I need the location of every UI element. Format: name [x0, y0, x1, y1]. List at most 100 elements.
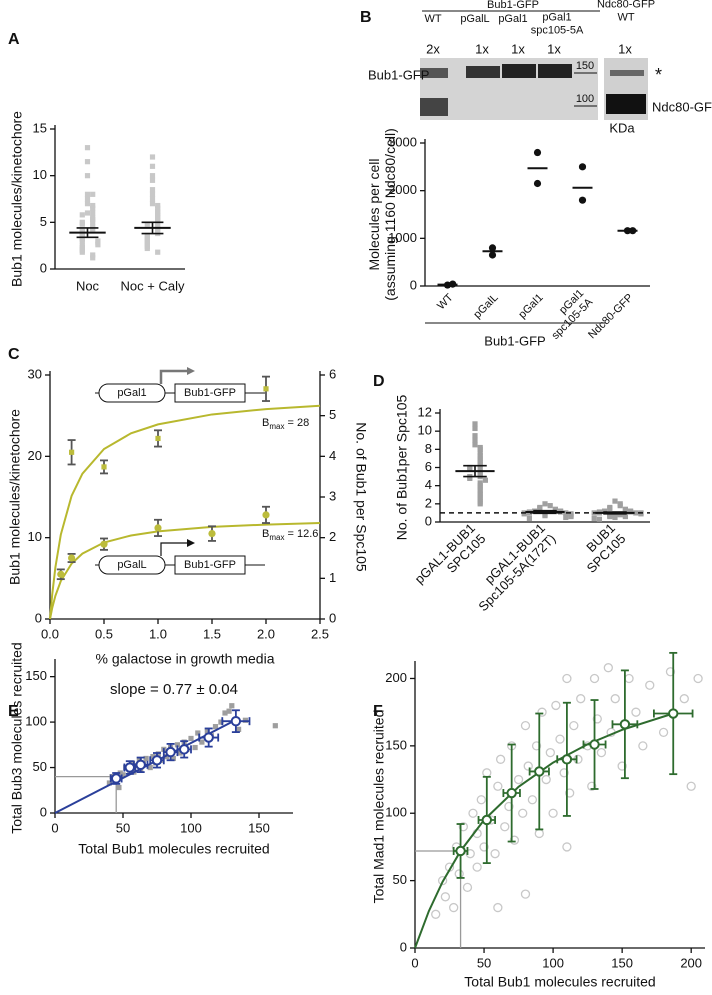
- point: [477, 484, 483, 491]
- point: [465, 849, 475, 859]
- point: [84, 173, 91, 179]
- point: [607, 513, 613, 520]
- point: [437, 875, 448, 886]
- point: [149, 154, 156, 160]
- point: [155, 751, 161, 757]
- point: [523, 761, 533, 771]
- y2-tick-label: 2: [329, 529, 336, 544]
- point: [477, 496, 483, 502]
- point: [472, 421, 478, 427]
- point: [520, 889, 531, 899]
- y-tick-label: 3000: [388, 134, 417, 149]
- y-tick-label: 50: [33, 759, 47, 774]
- point: [477, 462, 483, 468]
- point: [481, 814, 493, 826]
- y-tick-label: 0: [410, 277, 417, 292]
- promoter-box: [98, 555, 166, 575]
- point: [68, 554, 76, 562]
- point: [603, 663, 613, 673]
- annotation-rest: = 28: [284, 417, 309, 429]
- y-tick-label: 15: [33, 120, 47, 135]
- point: [587, 781, 597, 791]
- point: [69, 449, 75, 455]
- point: [542, 513, 548, 519]
- text-line: WT: [617, 11, 634, 23]
- promoter-label: pGalL: [117, 559, 146, 571]
- point: [617, 503, 623, 509]
- point: [155, 215, 161, 221]
- point: [563, 510, 569, 516]
- annotation-sub: max: [269, 533, 284, 542]
- gene-label: Bub1-GFP: [184, 387, 236, 399]
- point: [490, 849, 500, 859]
- point: [149, 201, 156, 207]
- point: [458, 822, 468, 832]
- x-tick-label: 150: [611, 955, 633, 970]
- panel-label: C: [8, 346, 20, 363]
- x-tick-label: pGalL: [471, 292, 500, 321]
- x-tick-label: 150: [248, 820, 270, 835]
- y-tick-label: 100: [385, 805, 407, 820]
- point: [84, 196, 91, 202]
- point: [520, 720, 531, 731]
- point: [84, 159, 91, 165]
- point: [177, 750, 183, 756]
- point: [504, 801, 514, 812]
- text-line: pGal1: [542, 12, 571, 24]
- point: [545, 747, 555, 758]
- point: [155, 202, 161, 209]
- point: [95, 242, 101, 248]
- y-tick-label: 1000: [388, 230, 417, 245]
- point: [578, 163, 587, 171]
- point: [230, 715, 242, 727]
- x-tick-label: Noc + Caly: [121, 278, 185, 293]
- point: [192, 744, 198, 751]
- promoter-arrow: [160, 542, 187, 556]
- annotation: slope = 0.77 ± 0.04: [110, 681, 238, 698]
- point: [149, 177, 156, 183]
- point: [679, 694, 689, 704]
- point: [534, 828, 544, 839]
- y-tick-label: 10: [418, 423, 432, 438]
- y-axis-label: Molecules per cell(assuming 1160 Ndc80/c…: [366, 128, 398, 301]
- point: [589, 673, 600, 684]
- point: [467, 466, 473, 472]
- blot-band: [502, 64, 536, 78]
- y-tick-label: 30: [28, 366, 42, 381]
- y-tick-label: 4: [425, 477, 432, 492]
- point: [477, 457, 483, 463]
- point: [488, 251, 497, 259]
- point: [204, 728, 210, 734]
- y-axis-label: No. of Bub1per Spc105: [394, 395, 410, 541]
- point: [79, 221, 85, 227]
- point: [477, 480, 483, 486]
- y-axis-label: Total Mad1 molecules recruited: [371, 710, 387, 904]
- point: [155, 435, 161, 442]
- promoter-label: pGal1: [117, 387, 146, 399]
- point: [100, 540, 108, 548]
- point: [149, 163, 156, 169]
- y2-tick-label: 3: [329, 488, 336, 503]
- point: [143, 755, 149, 762]
- point: [90, 210, 96, 216]
- text-line: (assuming 1160 Ndc80/cell): [382, 128, 398, 301]
- blot-band: [420, 98, 448, 116]
- point: [222, 710, 228, 716]
- annotation-base: B: [262, 417, 269, 429]
- point: [124, 762, 136, 773]
- y-tick-label: 5: [40, 214, 47, 229]
- lane-label: WT: [424, 13, 441, 25]
- point: [476, 795, 486, 805]
- point: [144, 245, 150, 252]
- point: [462, 882, 473, 893]
- x-tick-label: 50: [477, 955, 491, 970]
- band-label: *: [655, 65, 662, 85]
- point: [151, 755, 163, 766]
- point: [477, 446, 483, 452]
- load-label: 1x: [475, 41, 489, 56]
- y-tick-label: 100: [25, 714, 47, 729]
- blot-band: [606, 94, 646, 114]
- point: [658, 727, 669, 738]
- point: [454, 869, 464, 879]
- point: [84, 145, 91, 151]
